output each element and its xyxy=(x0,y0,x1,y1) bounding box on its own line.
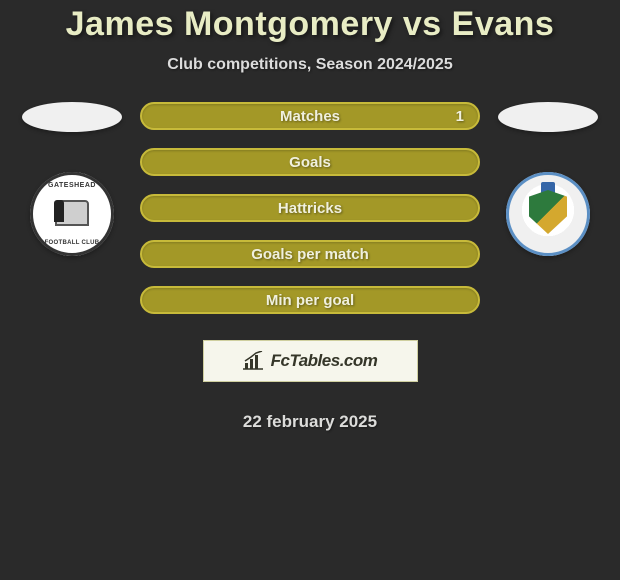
brand-chart-icon xyxy=(243,351,265,371)
left-column: GATESHEAD FOOTBALL CLUB xyxy=(22,102,122,256)
player-avatar-right xyxy=(498,102,598,132)
page-title: James Montgomery vs Evans xyxy=(66,5,555,44)
badge-figure-icon xyxy=(54,200,64,222)
stat-value-right: 1 xyxy=(456,108,464,125)
stat-bar-goals-per-match: Goals per match xyxy=(140,240,480,268)
infographic-container: James Montgomery vs Evans Club competiti… xyxy=(0,0,620,432)
page-subtitle: Club competitions, Season 2024/2025 xyxy=(167,56,452,74)
stat-bar-goals: Goals xyxy=(140,148,480,176)
club-badge-left: GATESHEAD FOOTBALL CLUB xyxy=(30,172,114,256)
badge-left-text-bottom: FOOTBALL CLUB xyxy=(45,240,100,246)
right-column xyxy=(498,102,598,256)
stat-label: Matches xyxy=(280,108,340,125)
stat-bar-matches: Matches 1 xyxy=(140,102,480,130)
stat-label: Min per goal xyxy=(266,292,354,309)
stats-column: Matches 1 Goals Hattricks Goals per matc… xyxy=(140,102,480,432)
stat-label: Goals xyxy=(289,154,331,171)
stat-label: Goals per match xyxy=(251,246,369,263)
badge-shield-icon xyxy=(529,190,567,234)
stat-bar-min-per-goal: Min per goal xyxy=(140,286,480,314)
stat-label: Hattricks xyxy=(278,200,342,217)
badge-left-text-top: GATESHEAD xyxy=(48,182,96,189)
footer-date: 22 february 2025 xyxy=(243,412,377,432)
brand-text: FcTables.com xyxy=(271,351,378,371)
brand-box[interactable]: FcTables.com xyxy=(203,340,418,382)
main-row: GATESHEAD FOOTBALL CLUB Matches 1 Goals … xyxy=(0,102,620,432)
club-badge-right xyxy=(506,172,590,256)
player-avatar-left xyxy=(22,102,122,132)
stat-bar-hattricks: Hattricks xyxy=(140,194,480,222)
